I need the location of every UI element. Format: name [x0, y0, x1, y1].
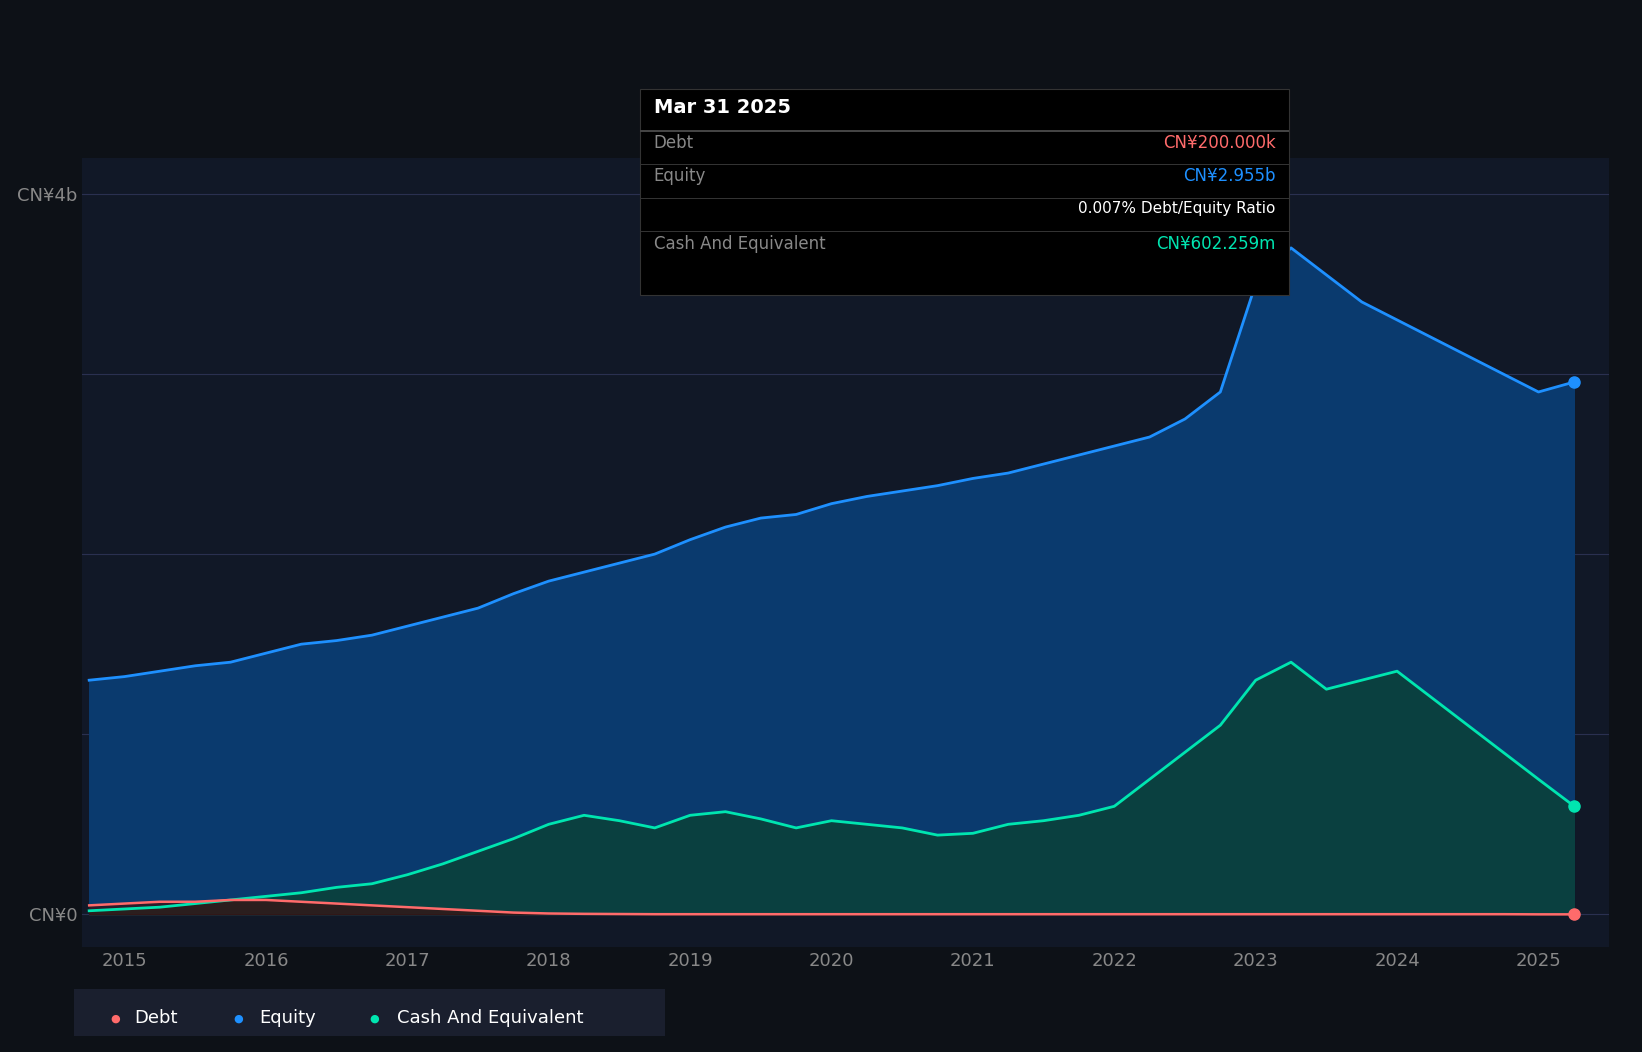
Text: Cash And Equivalent: Cash And Equivalent	[397, 1009, 585, 1028]
Text: Equity: Equity	[259, 1009, 317, 1028]
Text: Debt: Debt	[654, 134, 693, 151]
Text: Equity: Equity	[654, 167, 706, 185]
Text: 0.007% Debt/Equity Ratio: 0.007% Debt/Equity Ratio	[1079, 201, 1276, 216]
Text: CN¥602.259m: CN¥602.259m	[1156, 235, 1276, 252]
Text: CN¥200.000k: CN¥200.000k	[1163, 134, 1276, 151]
Text: CN¥2.955b: CN¥2.955b	[1184, 167, 1276, 185]
Text: Cash And Equivalent: Cash And Equivalent	[654, 235, 826, 252]
Text: Mar 31 2025: Mar 31 2025	[654, 98, 790, 117]
Text: ●: ●	[110, 1013, 120, 1024]
Text: ●: ●	[369, 1013, 379, 1024]
Text: ●: ●	[233, 1013, 243, 1024]
Text: Debt: Debt	[135, 1009, 177, 1028]
